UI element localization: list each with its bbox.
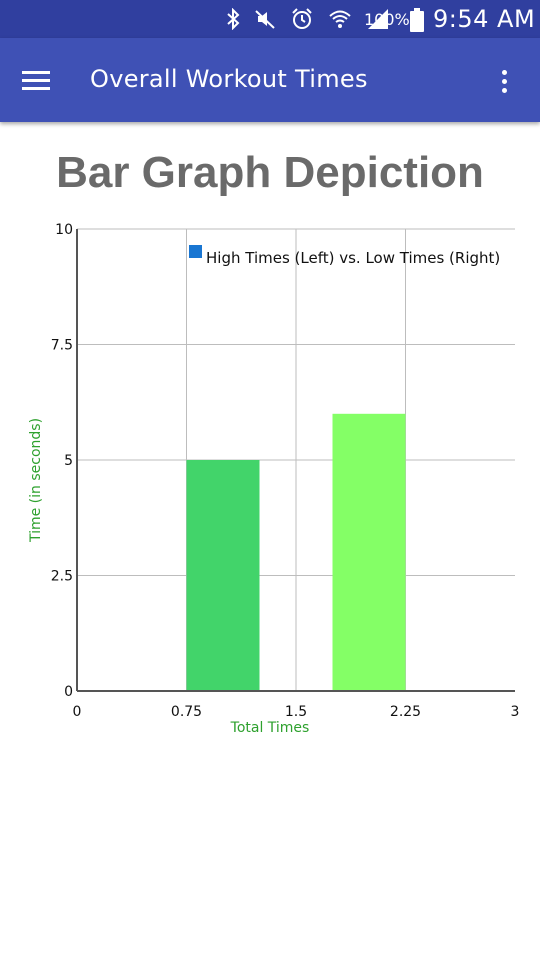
mute-icon bbox=[254, 8, 276, 30]
page-heading: Bar Graph Depiction bbox=[56, 148, 484, 197]
bar-chart: 0 2.5 5 7.5 10 0 0.75 1.5 2.25 3 High Times (Left… bbox=[28, 222, 520, 736]
battery-icon bbox=[410, 8, 424, 36]
chart-bars bbox=[186, 413, 406, 691]
wifi-icon bbox=[328, 8, 352, 30]
status-icons bbox=[226, 6, 390, 32]
y-tick-label: 10 bbox=[55, 222, 73, 238]
bar bbox=[186, 460, 260, 691]
battery-percent: 100% bbox=[364, 10, 410, 29]
x-tick-label: 2.25 bbox=[390, 704, 421, 720]
alarm-icon bbox=[290, 7, 314, 31]
signal-icon bbox=[366, 8, 390, 30]
chart-axes bbox=[76, 229, 515, 692]
chart-grid bbox=[77, 228, 515, 691]
x-tick-label: 3 bbox=[511, 704, 520, 720]
app-bar: Overall Workout Times bbox=[0, 38, 540, 122]
x-axis-label: Total Times bbox=[230, 720, 310, 736]
y-tick-label: 2.5 bbox=[51, 569, 73, 585]
y-tick-label: 5 bbox=[64, 453, 73, 469]
legend-swatch bbox=[189, 245, 202, 258]
x-tick-label: 1.5 bbox=[285, 704, 307, 720]
chart-legend: High Times (Left) vs. Low Times (Right) bbox=[189, 245, 500, 267]
hamburger-menu-icon[interactable] bbox=[22, 64, 62, 96]
bar bbox=[332, 413, 406, 691]
x-tick-label: 0 bbox=[73, 704, 82, 720]
status-bar: 100% 9:54 AM bbox=[0, 0, 540, 38]
y-tick-label: 7.5 bbox=[51, 338, 73, 354]
more-vert-icon[interactable] bbox=[492, 64, 516, 98]
y-axis-label: Time (in seconds) bbox=[28, 418, 44, 543]
bluetooth-icon bbox=[226, 8, 240, 30]
legend-label: High Times (Left) vs. Low Times (Right) bbox=[206, 249, 500, 267]
y-tick-label: 0 bbox=[64, 684, 73, 700]
chart-ticks: 0 2.5 5 7.5 10 0 0.75 1.5 2.25 3 bbox=[51, 222, 520, 720]
app-title: Overall Workout Times bbox=[90, 65, 368, 93]
status-time: 9:54 AM bbox=[433, 5, 536, 33]
x-tick-label: 0.75 bbox=[171, 704, 202, 720]
